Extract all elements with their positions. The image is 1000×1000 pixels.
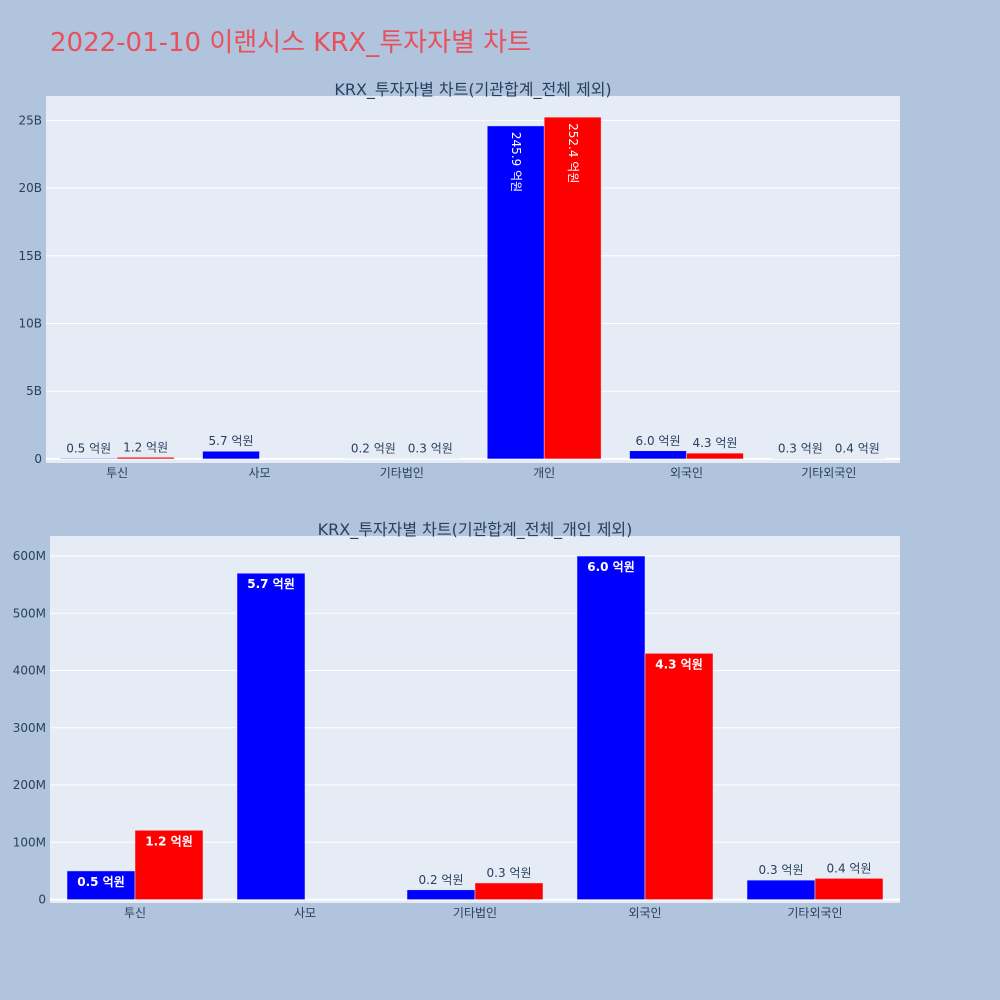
x-tick-label: 기타외국인 (787, 906, 842, 920)
bar (59, 458, 118, 460)
y-tick-label: 100M (13, 835, 46, 849)
chart-title: KRX_투자자별 차트(기관합계_전체_개인 제외) (318, 520, 633, 540)
plot-area (46, 96, 900, 463)
y-tick-label: 600M (13, 549, 46, 563)
y-tick-label: 300M (13, 721, 46, 735)
x-tick-label: 기타법인 (453, 906, 497, 920)
y-tick-label: 25B (18, 113, 42, 127)
bar (629, 450, 687, 460)
x-tick-label: 사모 (248, 466, 270, 480)
bar (406, 889, 476, 900)
bar-value-label: 0.5 억원 (77, 875, 125, 889)
bar-value-label: 0.3 억원 (778, 441, 823, 455)
bar-value-label: 0.2 억원 (351, 442, 396, 456)
x-tick-label: 투신 (106, 466, 128, 480)
bar-value-label: 0.3 억원 (408, 442, 453, 456)
bar (814, 878, 884, 900)
bar (474, 882, 544, 900)
y-tick-label: 5B (26, 384, 42, 398)
x-tick-label: 외국인 (628, 906, 661, 920)
bar-value-label: 0.3 억원 (759, 863, 804, 877)
bar-value-label: 5.7 억원 (247, 577, 295, 591)
y-tick-label: 200M (13, 778, 46, 792)
chart-title: KRX_투자자별 차트(기관합계_전체 제외) (334, 80, 611, 100)
bar-value-label: 1.2 억원 (145, 834, 193, 848)
y-tick-label: 500M (13, 606, 46, 620)
y-tick-label: 10B (18, 317, 42, 331)
bar (134, 830, 204, 900)
x-tick-label: 외국인 (670, 466, 703, 480)
y-tick-label: 20B (18, 181, 42, 195)
bar-value-label: 1.2 억원 (123, 440, 168, 454)
bar (236, 572, 306, 900)
y-tick-label: 400M (13, 664, 46, 678)
bottom-chart: 0 100M 200M 300M 400M 500M 600M KRX_투자자별 차트(기관합… (13, 520, 900, 920)
bar-value-label: 4.3 억원 (692, 436, 737, 450)
bar-value-label: 0.4 억원 (835, 441, 880, 455)
bar (644, 653, 714, 900)
bar (202, 450, 260, 460)
bar (746, 879, 816, 900)
page-title: 2022-01-10 이랜시스 KRX_투자자별 차트 (50, 28, 532, 58)
bar (66, 870, 136, 900)
bar (543, 116, 602, 460)
bar-value-label: 6.0 억원 (587, 560, 635, 574)
bar-value-label: 0.3 억원 (487, 866, 532, 880)
bar-value-label: 0.5 억원 (66, 441, 111, 455)
top-chart: 0 5B 10B 15B 20B 25B KRX_투자자별 차트(기관합계_전체 제외) 투신… (18, 80, 900, 480)
bar-value-label: 5.7 억원 (209, 434, 254, 448)
bar-value-label: 0.2 억원 (419, 873, 464, 887)
x-tick-label: 기타외국인 (801, 466, 856, 480)
y-tick-label: 0 (38, 893, 46, 907)
bar-value-label: 245.9 억원 (509, 132, 523, 192)
x-tick-label: 투신 (124, 906, 146, 920)
bar-value-label: 6.0 억원 (636, 434, 681, 448)
y-tick-label: 15B (18, 249, 42, 263)
x-tick-label: 사모 (294, 906, 316, 920)
bar (828, 458, 887, 460)
bar-value-label: 252.4 억원 (566, 123, 580, 183)
bar (576, 555, 646, 900)
x-tick-label: 기타법인 (380, 466, 424, 480)
x-tick-label: 개인 (533, 466, 555, 480)
bar (116, 457, 175, 460)
y-tick-label: 0 (34, 452, 42, 466)
bar-value-label: 0.4 억원 (827, 861, 872, 875)
bar-value-label: 4.3 억원 (655, 657, 703, 671)
bar (686, 452, 744, 460)
